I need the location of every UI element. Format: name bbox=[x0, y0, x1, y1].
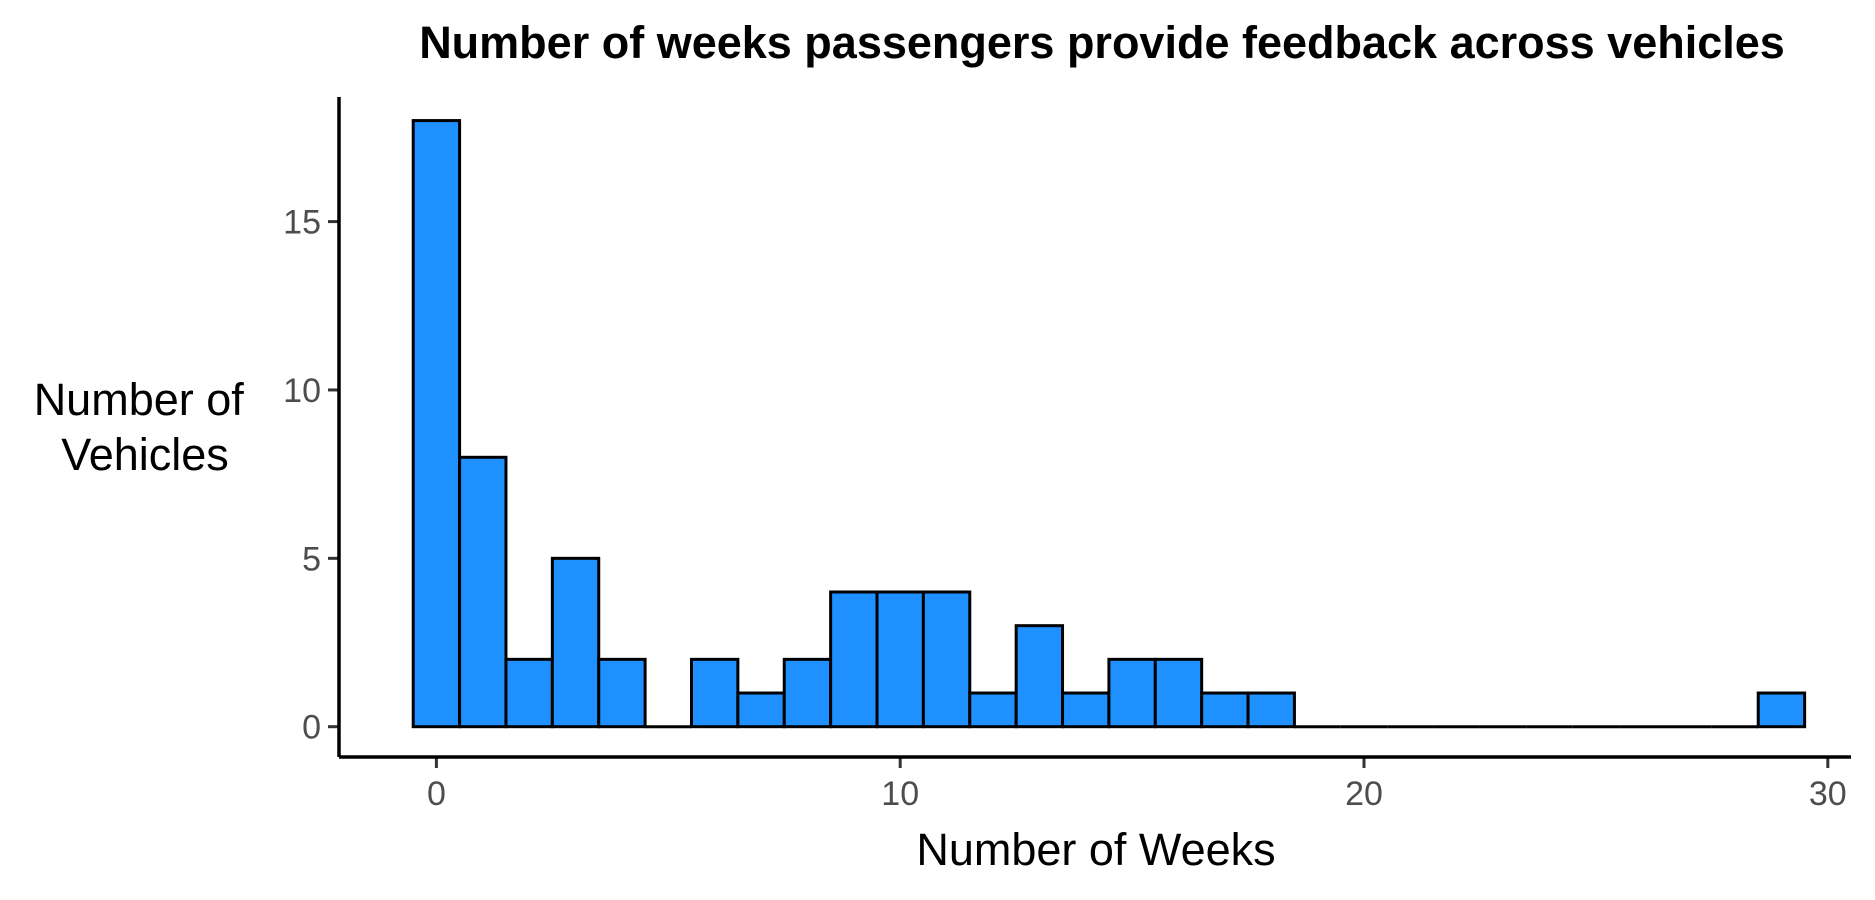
y-tick-label: 0 bbox=[302, 709, 321, 747]
histogram-bar bbox=[1756, 691, 1807, 729]
histogram-bar bbox=[968, 691, 1018, 729]
histogram-bar bbox=[689, 657, 740, 729]
x-axis-ticks: 0 10 20 30 bbox=[427, 757, 1847, 813]
histogram-bar bbox=[829, 590, 879, 729]
histogram-bar bbox=[875, 590, 925, 729]
histogram-bar bbox=[597, 657, 647, 729]
y-tick-label: 5 bbox=[302, 540, 321, 578]
x-tick-label: 30 bbox=[1809, 775, 1847, 813]
histogram-bar bbox=[736, 691, 786, 729]
histogram-bar bbox=[411, 119, 462, 729]
x-tick-label: 20 bbox=[1345, 775, 1383, 813]
y-tick-label: 10 bbox=[283, 372, 321, 410]
x-tick-label: 0 bbox=[427, 775, 446, 813]
chart-title: Number of weeks passengers provide feedb… bbox=[419, 17, 1785, 68]
y-tick-label: 15 bbox=[283, 204, 321, 242]
histogram-bar bbox=[1246, 691, 1296, 729]
x-axis-label: Number of Weeks bbox=[916, 824, 1275, 875]
histogram-bar bbox=[1107, 657, 1157, 729]
histogram-bar bbox=[1014, 624, 1065, 729]
y-axis-ticks: 0 5 10 15 bbox=[283, 204, 339, 747]
histogram-bar bbox=[782, 657, 833, 729]
histogram-bar bbox=[504, 657, 554, 729]
y-axis-label-line-1: Number of bbox=[34, 374, 245, 425]
x-tick-label: 10 bbox=[881, 775, 919, 813]
histogram-bar bbox=[458, 455, 508, 729]
histogram-bar bbox=[1061, 691, 1111, 729]
histogram-bar bbox=[1153, 657, 1204, 729]
histogram-bar bbox=[921, 590, 972, 729]
histogram-bar bbox=[1200, 691, 1250, 729]
y-axis-label: Number of Vehicles bbox=[34, 374, 257, 480]
y-axis-label-line-2: Vehicles bbox=[61, 429, 229, 480]
histogram-bar bbox=[550, 556, 601, 729]
bars-group bbox=[411, 119, 1807, 729]
